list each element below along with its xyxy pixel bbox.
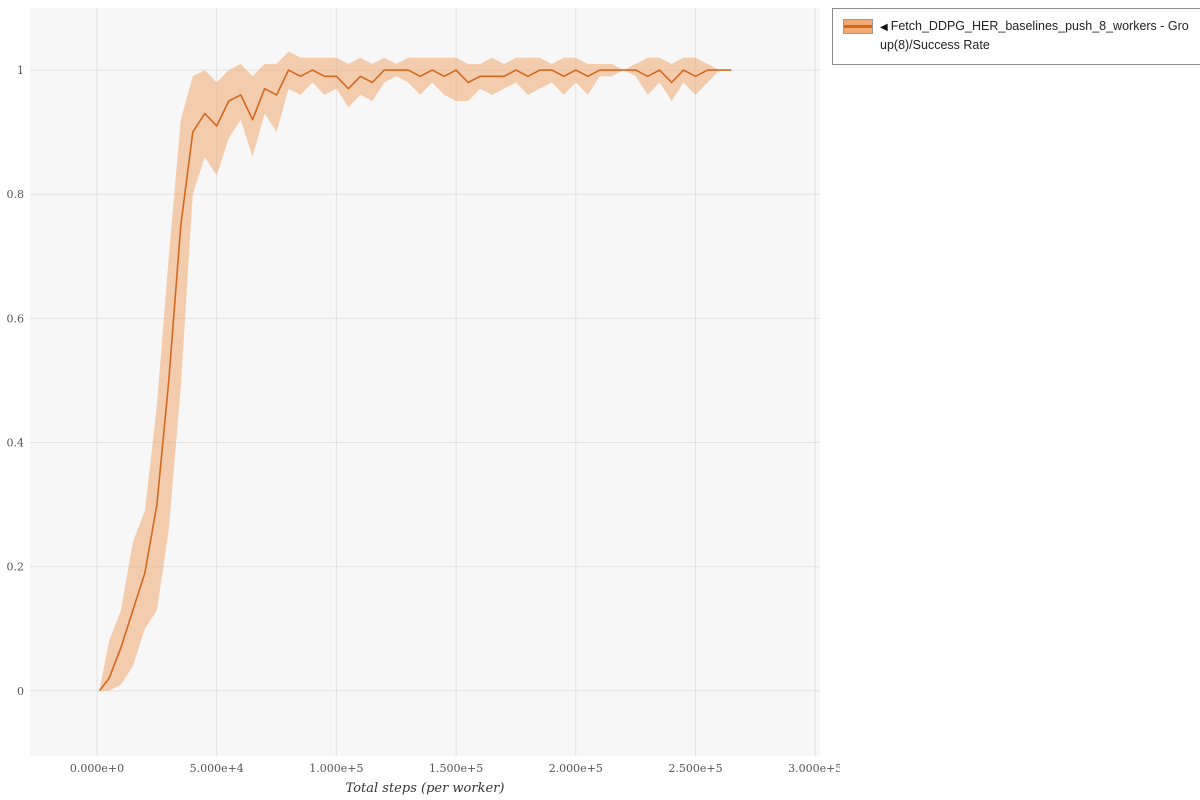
plot-background <box>30 8 820 756</box>
x-tick-label: 3.000e+5 <box>788 762 840 775</box>
series-line <box>98 69 732 692</box>
y-tick-label: 0.4 <box>7 437 25 450</box>
legend-label: ◀ Fetch_DDPG_HER_baselines_push_8_workers… <box>880 17 1193 56</box>
x-tick-label: 2.500e+5 <box>668 762 722 775</box>
y-tick-label: 0 <box>17 685 24 698</box>
y-tick-label: 0.8 <box>7 188 25 201</box>
x-tick-label: 5.000e+4 <box>190 762 244 775</box>
y-tick-label: 0.2 <box>7 561 25 574</box>
legend-series-name: Fetch_DDPG_HER_baselines_push_8_workers … <box>880 19 1189 53</box>
x-tick-label: 1.000e+5 <box>309 762 363 775</box>
x-axis-title: Total steps (per worker) <box>346 781 505 796</box>
legend[interactable]: ◀ Fetch_DDPG_HER_baselines_push_8_workers… <box>832 8 1200 65</box>
y-tick-label: 0.6 <box>7 312 25 325</box>
plot-svg: 0.000e+0 5.000e+4 1.000e+5 1.500e+5 2.000e+5… <box>7 8 840 796</box>
y-tick-label: 1 <box>17 64 24 77</box>
legend-swatch <box>843 19 873 34</box>
x-tick-label: 2.000e+5 <box>549 762 603 775</box>
legend-swatch-line <box>844 25 872 28</box>
legend-marker-icon: ◀ <box>880 22 888 33</box>
x-tick-label: 0.000e+0 <box>70 762 124 775</box>
x-tick-label: 1.500e+5 <box>429 762 483 775</box>
